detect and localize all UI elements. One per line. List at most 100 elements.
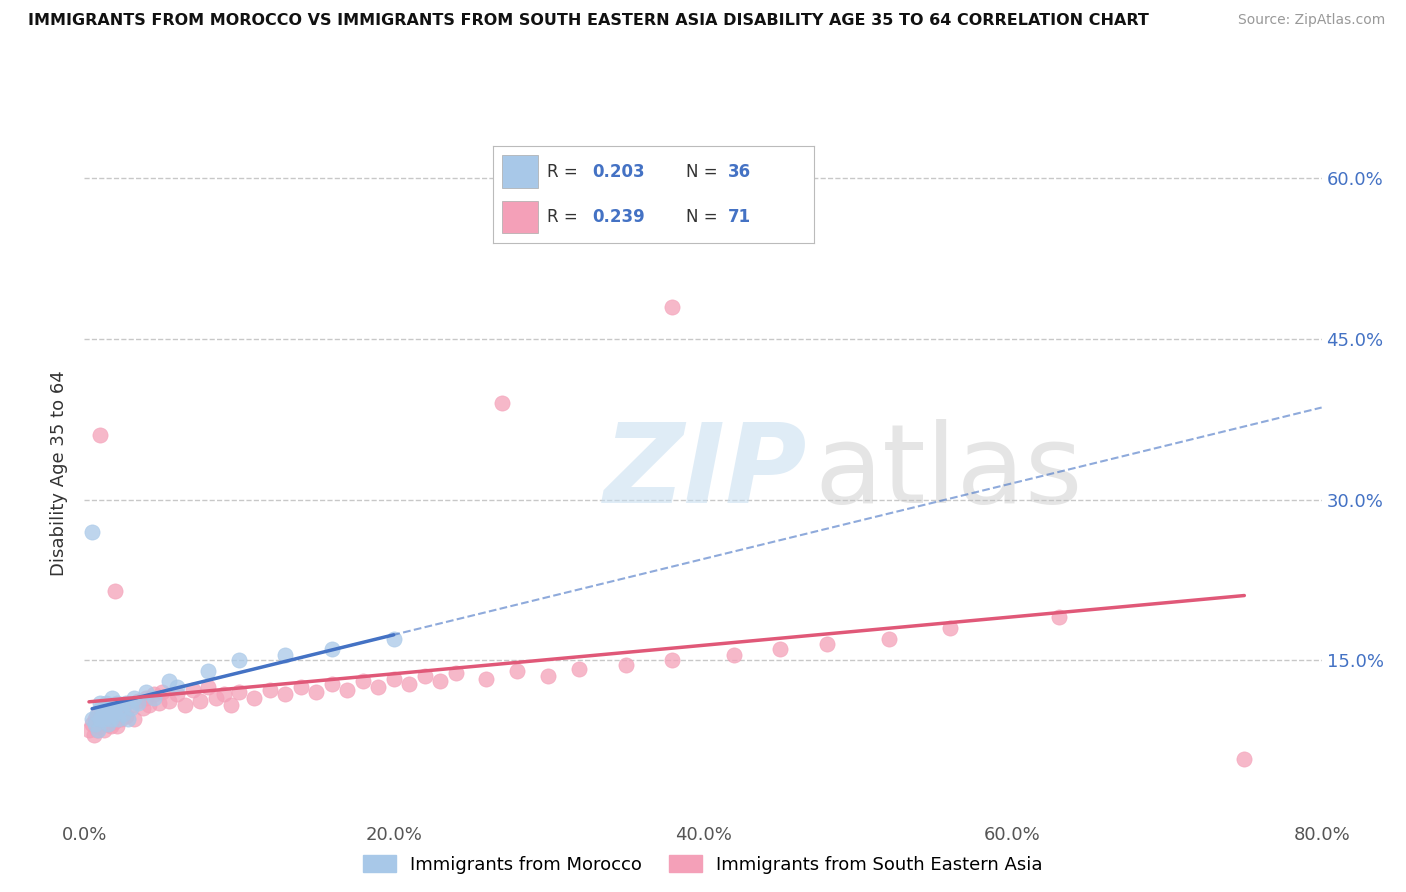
Point xyxy=(181,683,204,698)
Point xyxy=(166,687,188,701)
Point xyxy=(352,674,374,689)
Point xyxy=(117,712,139,726)
Point xyxy=(120,701,142,715)
Point xyxy=(537,669,560,683)
Point xyxy=(82,524,104,539)
Point xyxy=(122,712,145,726)
Point xyxy=(305,685,328,699)
Point xyxy=(128,694,150,708)
Point xyxy=(105,719,128,733)
Point xyxy=(100,712,122,726)
Point xyxy=(103,715,125,730)
Point xyxy=(661,300,683,314)
Point xyxy=(382,673,405,687)
Point xyxy=(110,701,132,715)
Point xyxy=(86,723,108,737)
Point xyxy=(1047,610,1070,624)
Point xyxy=(77,723,100,737)
Point xyxy=(101,701,124,715)
Legend: Immigrants from Morocco, Immigrants from South Eastern Asia: Immigrants from Morocco, Immigrants from… xyxy=(356,848,1050,881)
Point xyxy=(91,708,114,723)
Point xyxy=(82,717,104,731)
Point xyxy=(101,690,124,705)
Point xyxy=(97,706,120,721)
Point xyxy=(205,690,228,705)
Point xyxy=(290,680,312,694)
Point xyxy=(104,708,127,723)
Point xyxy=(115,696,138,710)
Point xyxy=(107,712,129,726)
Point xyxy=(174,698,197,712)
Point xyxy=(132,701,155,715)
Point xyxy=(1233,751,1256,765)
Point xyxy=(150,685,173,699)
Point xyxy=(89,719,111,733)
Point xyxy=(103,706,125,721)
Point xyxy=(94,696,117,710)
Text: Source: ZipAtlas.com: Source: ZipAtlas.com xyxy=(1237,13,1385,28)
Point xyxy=(475,673,498,687)
Point xyxy=(90,701,112,715)
Text: atlas: atlas xyxy=(814,419,1083,526)
Point xyxy=(120,698,142,712)
Point xyxy=(115,708,138,723)
Point xyxy=(112,701,135,715)
Point xyxy=(122,690,145,705)
Point xyxy=(444,665,467,680)
Point xyxy=(723,648,745,662)
Point xyxy=(321,676,343,690)
Point xyxy=(159,694,181,708)
Point xyxy=(97,717,120,731)
Point xyxy=(84,717,107,731)
Point xyxy=(166,680,188,694)
Y-axis label: Disability Age 35 to 64: Disability Age 35 to 64 xyxy=(51,370,69,575)
Point xyxy=(135,690,157,705)
Point xyxy=(87,706,110,721)
Point xyxy=(568,662,591,676)
Point xyxy=(138,698,160,712)
Point xyxy=(769,642,792,657)
Point xyxy=(197,664,219,678)
Point xyxy=(93,723,115,737)
Point xyxy=(89,696,111,710)
Point xyxy=(491,396,513,410)
Point xyxy=(228,653,250,667)
Point xyxy=(815,637,838,651)
Point xyxy=(100,719,122,733)
Point xyxy=(148,696,170,710)
Point xyxy=(398,676,420,690)
Point xyxy=(274,687,297,701)
Point xyxy=(228,685,250,699)
Point xyxy=(413,669,436,683)
Point xyxy=(93,712,115,726)
Point xyxy=(107,705,129,719)
Point xyxy=(89,712,111,726)
Point xyxy=(143,687,166,701)
Point xyxy=(110,712,132,726)
Point xyxy=(939,621,962,635)
Point xyxy=(98,701,121,715)
Point xyxy=(86,706,108,721)
Point xyxy=(90,715,112,730)
Point xyxy=(89,428,111,442)
Text: IMMIGRANTS FROM MOROCCO VS IMMIGRANTS FROM SOUTH EASTERN ASIA DISABILITY AGE 35 : IMMIGRANTS FROM MOROCCO VS IMMIGRANTS FR… xyxy=(28,13,1149,29)
Point xyxy=(94,701,117,715)
Text: ZIP: ZIP xyxy=(605,419,807,526)
Point xyxy=(83,728,105,742)
Point xyxy=(221,698,243,712)
Point xyxy=(197,680,219,694)
Point xyxy=(336,683,359,698)
Point xyxy=(243,690,266,705)
Point xyxy=(97,717,120,731)
Point xyxy=(135,685,157,699)
Point xyxy=(159,674,181,689)
Point xyxy=(87,723,110,737)
Point xyxy=(188,694,212,708)
Point xyxy=(84,712,107,726)
Point xyxy=(128,696,150,710)
Point xyxy=(104,701,127,715)
Point xyxy=(382,632,405,646)
Point xyxy=(105,696,128,710)
Point xyxy=(82,712,104,726)
Point xyxy=(321,642,343,657)
